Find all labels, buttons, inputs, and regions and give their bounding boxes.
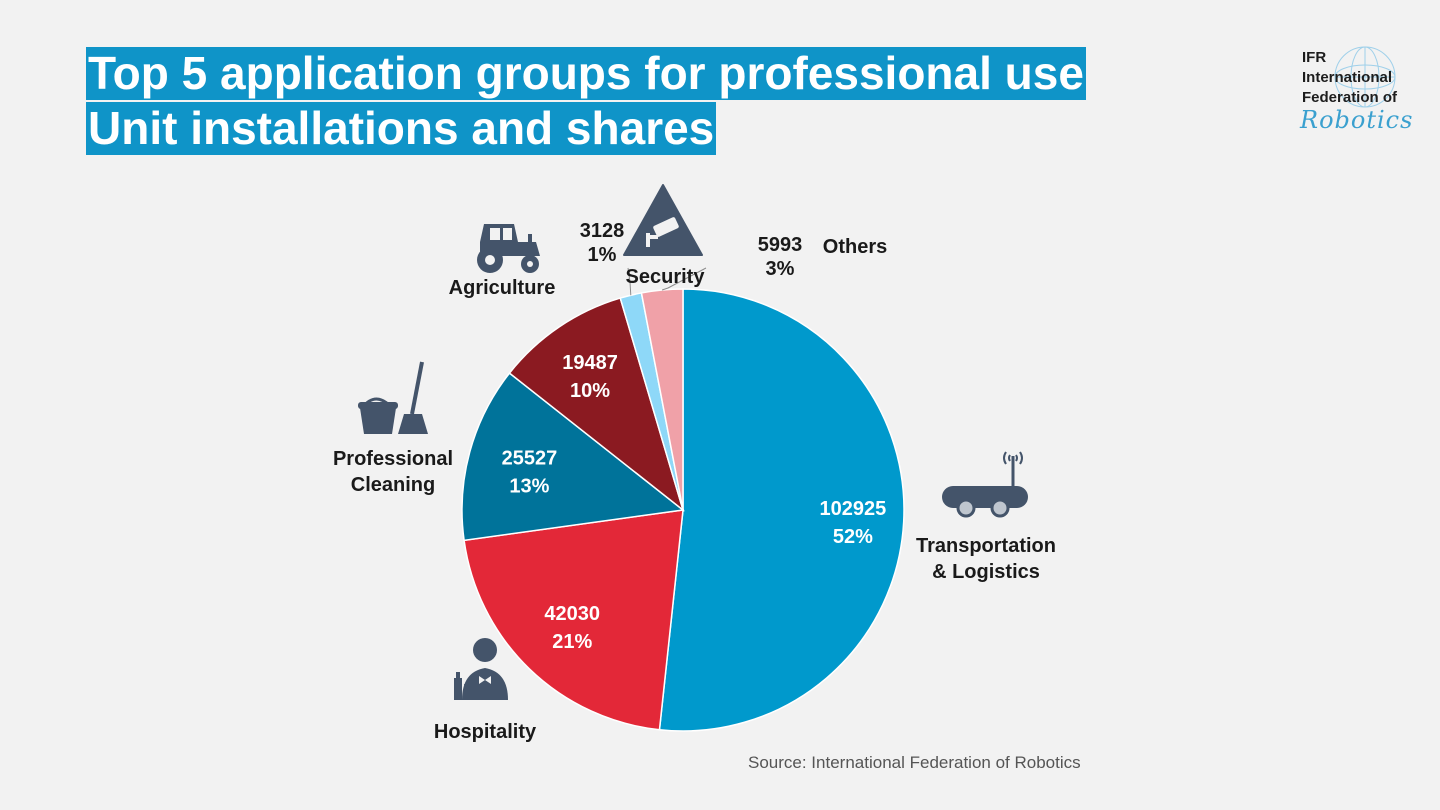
security-camera-icon	[623, 184, 703, 256]
logo-text-international: International	[1302, 69, 1393, 86]
tractor-icon	[477, 224, 540, 273]
logo-text-robotics: Robotics	[1300, 106, 1414, 134]
label-cleaning: Professional Cleaning	[332, 448, 454, 496]
pie-slice-hospitality	[463, 509, 684, 731]
slice-share-transportation: 52%	[833, 526, 873, 548]
label-agriculture: Agriculture	[448, 277, 556, 299]
leader-line-others	[661, 267, 707, 291]
slice-share-cleaning: 13%	[509, 475, 549, 497]
source-note: Source: International Federation of Robo…	[748, 753, 1081, 772]
logo-text-ifr: IFR	[1302, 49, 1327, 66]
slice-value-agriculture: 19487	[562, 352, 618, 374]
label-transportation: Transportation & Logistics	[915, 535, 1056, 583]
logo-text-federation: Federation of	[1302, 89, 1398, 106]
waiter-icon	[454, 638, 508, 700]
bucket-mop-icon	[358, 361, 428, 434]
chart-title: Top 5 application groups for professiona…	[86, 47, 1086, 100]
robot-icon	[942, 451, 1028, 518]
ifr-logo: IFR International Federation of Robotics	[1300, 42, 1435, 137]
label-security: Security	[625, 266, 705, 288]
slice-share-hospitality: 21%	[552, 631, 592, 653]
slice-share-agriculture: 10%	[570, 380, 610, 402]
pie-slice-cleaning	[461, 372, 685, 542]
value-others: 5993 3%	[757, 234, 803, 280]
pie-slice-agriculture	[508, 297, 685, 513]
slice-value-hospitality: 42030	[544, 603, 600, 625]
label-hospitality: Hospitality	[433, 721, 537, 743]
slice-value-cleaning: 25527	[502, 447, 558, 469]
label-others: Others	[822, 236, 888, 258]
slice-value-transportation: 102925	[820, 498, 887, 520]
pie-slice-transportation	[658, 288, 905, 732]
leader-line-security	[627, 267, 632, 296]
chart-subtitle: Unit installations and shares	[86, 102, 717, 155]
value-security: 3128 1%	[579, 220, 625, 266]
globe-icon	[1334, 46, 1396, 108]
